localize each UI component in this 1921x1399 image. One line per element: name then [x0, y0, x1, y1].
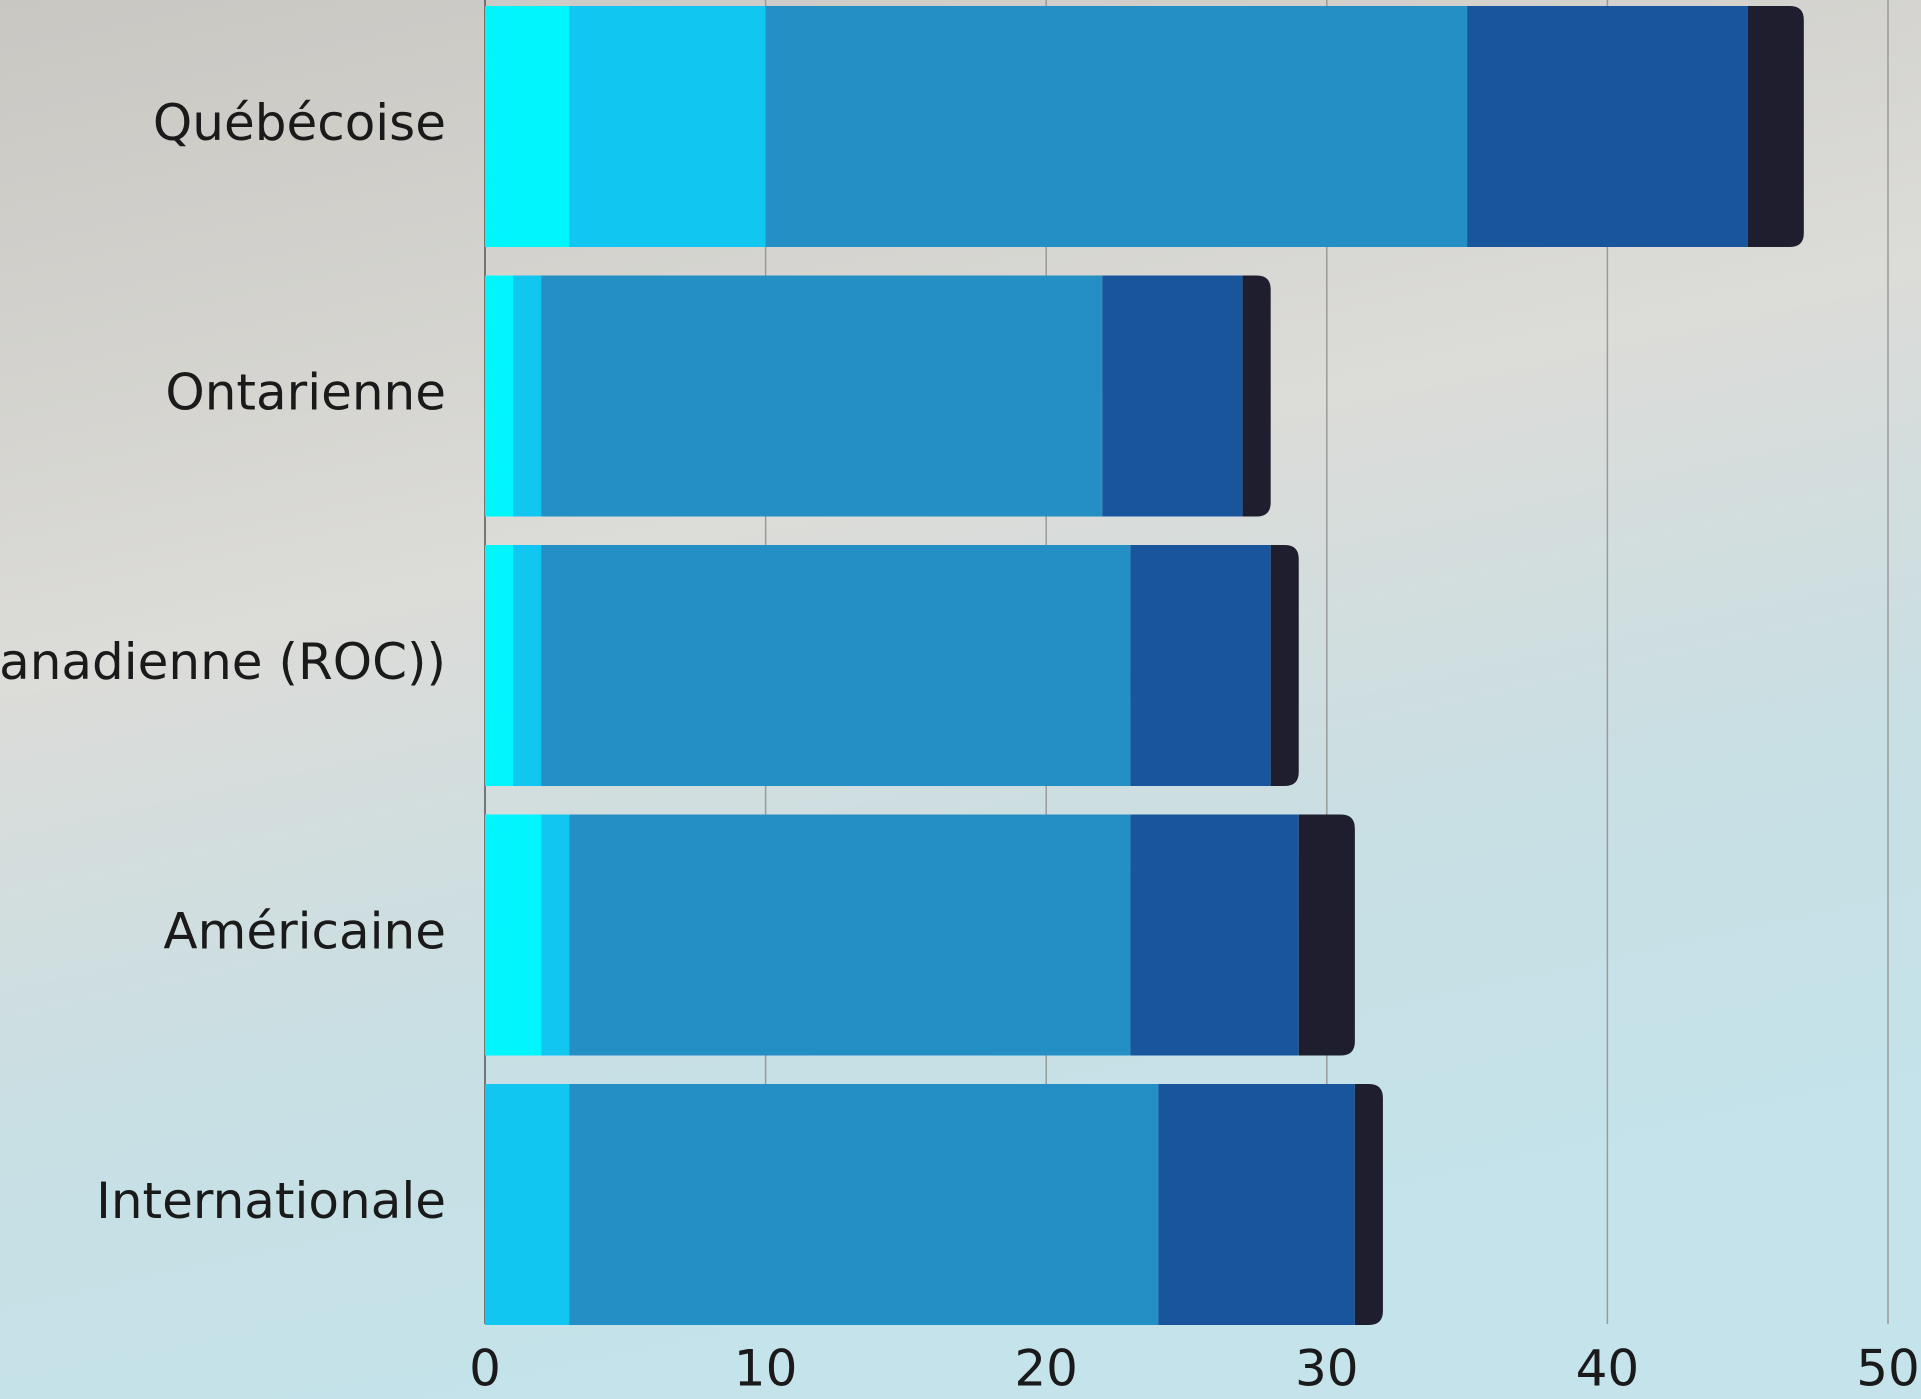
bar-segment — [1354, 1084, 1383, 1325]
labels: 0 10 20 30 40 50 Québécoise Ontarienne Canadienn… — [0, 94, 1920, 1398]
bar-segment — [513, 275, 542, 517]
bar-segment — [765, 6, 1468, 247]
bar-segment — [541, 545, 1131, 786]
bar-segment — [541, 275, 1103, 517]
x-tick-label: 50 — [1856, 1340, 1920, 1398]
category-label: Québécoise — [153, 94, 446, 152]
bar-segment — [1467, 6, 1748, 247]
category-label: Ontarienne — [165, 364, 446, 422]
x-tick-label: 30 — [1295, 1340, 1359, 1398]
bar-segment — [541, 814, 570, 1056]
bar-segment — [485, 6, 570, 247]
bar-segment — [1270, 545, 1299, 786]
bar-segment — [569, 814, 1131, 1056]
bar-segment — [485, 545, 514, 786]
bars — [485, 6, 1804, 1325]
bar-segment — [485, 814, 542, 1056]
bar-segment — [1102, 275, 1243, 517]
bar-segment — [513, 545, 542, 786]
x-tick-label: 20 — [1014, 1340, 1078, 1398]
bar-segment — [569, 6, 766, 247]
category-label: Canadienne (ROC)) — [0, 633, 446, 691]
bar-segment — [1158, 1084, 1355, 1325]
bar-segment — [485, 275, 514, 517]
bar-segment — [485, 1084, 570, 1325]
x-tick-label: 0 — [469, 1340, 501, 1398]
category-label: Internationale — [96, 1172, 446, 1230]
x-tick-label: 10 — [734, 1340, 798, 1398]
bar-segment — [1298, 814, 1355, 1056]
bar-segment — [1130, 545, 1271, 786]
category-label: Américaine — [163, 903, 446, 961]
x-tick-label: 40 — [1576, 1340, 1640, 1398]
bar-segment — [569, 1084, 1159, 1325]
bar-segment — [1242, 275, 1271, 517]
bar-segment — [1130, 814, 1299, 1056]
bar-segment — [1747, 6, 1804, 247]
